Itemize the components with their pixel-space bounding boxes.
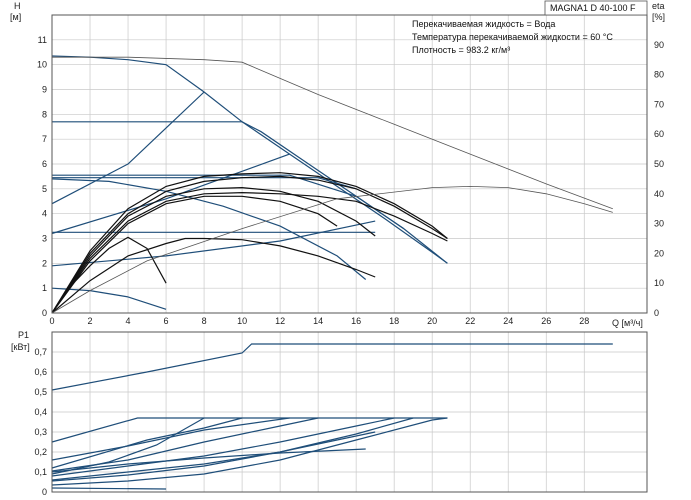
- x-tick-label: 12: [275, 316, 285, 326]
- y2-tick-label: 0: [654, 308, 659, 318]
- annotation-temperature: Температура перекачиваемой жидкости = 60…: [412, 32, 613, 42]
- bottom-chart-frame: [51, 331, 648, 493]
- head-curve-17: [52, 56, 613, 210]
- power-curve-11: [51, 431, 376, 481]
- power-tick-label: 0,7: [34, 347, 47, 357]
- y2-tick-label: 40: [654, 189, 664, 199]
- power-curve-1: [51, 417, 448, 443]
- y-tick-label: 10: [37, 60, 47, 70]
- x-tick-label: 18: [389, 316, 399, 326]
- head-curve-15: [51, 186, 376, 314]
- x-tick-label: 24: [503, 316, 513, 326]
- power-axis-unit: [кВт]: [11, 342, 30, 352]
- power-curve-10: [51, 417, 243, 469]
- x-tick-label: 14: [313, 316, 323, 326]
- y2-axis-label: eta: [652, 1, 665, 11]
- power-tick-label: 0,1: [34, 467, 47, 477]
- y2-tick-label: 10: [654, 278, 664, 288]
- head-curve-14: [51, 172, 448, 314]
- model-title-box: [544, 0, 648, 16]
- y2-tick-label: 20: [654, 248, 664, 258]
- x-tick-label: 0: [49, 316, 54, 326]
- power-curve-2: [51, 417, 290, 461]
- y2-tick-label: 80: [654, 70, 664, 80]
- y-tick-label: 1: [42, 283, 47, 293]
- annotation-density: Плотность = 983.2 кг/м³: [412, 45, 510, 55]
- top-chart-curves: [51, 55, 613, 314]
- head-curve-9: [51, 287, 167, 310]
- x-tick-label: 6: [164, 316, 169, 326]
- x-axis-label: Q [м³/ч]: [612, 318, 643, 328]
- y-tick-label: 0: [42, 308, 47, 318]
- head-curve-7: [51, 220, 376, 267]
- y2-tick-label: 60: [654, 129, 664, 139]
- y-tick-label: 7: [42, 134, 47, 144]
- power-curve-8: [51, 448, 366, 473]
- power-tick-label: 0,5: [34, 387, 47, 397]
- power-curve-9: [51, 417, 205, 475]
- annotation-liquid: Перекачиваемая жидкость = Вода: [412, 19, 555, 29]
- head-curve-16: [51, 195, 338, 314]
- x-tick-label: 10: [237, 316, 247, 326]
- top-x-tick-labels: 0 2 4 6 8 10 12 14 16 18 20 22 24 26 28: [49, 316, 589, 326]
- y2-tick-label: 30: [654, 219, 664, 229]
- bottom-chart-curves: [51, 343, 613, 490]
- y-tick-label: 9: [42, 85, 47, 95]
- power-curve-0: [51, 343, 613, 391]
- y-tick-label: 3: [42, 234, 47, 244]
- head-curve-8: [51, 178, 367, 280]
- top-y-tick-labels: 0 1 2 3 4 5 6 7 8 9 10 11: [37, 35, 47, 318]
- y-tick-label: 11: [38, 35, 47, 45]
- y-axis-label: H: [14, 1, 21, 11]
- top-chart-grid: [51, 15, 647, 314]
- top-y2-tick-labels: 0 10 20 30 40 50 60 70 80 90: [654, 40, 664, 318]
- bottom-chart-grid: [51, 332, 647, 493]
- y-axis-unit: [м]: [10, 12, 21, 22]
- head-curve-2: [52, 174, 405, 230]
- x-tick-label: 28: [579, 316, 589, 326]
- top-chart-frame: [51, 14, 648, 314]
- x-tick-label: 16: [351, 316, 361, 326]
- power-tick-label: 0,4: [34, 407, 47, 417]
- y-tick-label: 6: [42, 159, 47, 169]
- power-tick-label: 0: [42, 487, 47, 497]
- power-curve-5: [51, 417, 414, 482]
- y-tick-label: 5: [42, 184, 47, 194]
- x-tick-label: 2: [88, 316, 93, 326]
- y-tick-label: 8: [42, 109, 47, 119]
- x-tick-label: 22: [465, 316, 475, 326]
- head-curve-5: [51, 91, 205, 205]
- bottom-y-tick-labels: 0 0,1 0,2 0,3 0,4 0,5 0,6 0,7: [34, 347, 47, 497]
- power-curve-6: [51, 417, 448, 486]
- head-curve-18: [51, 185, 613, 314]
- head-curve-12: [51, 191, 448, 314]
- y-tick-label: 2: [42, 258, 47, 268]
- head-curve-13: [51, 175, 448, 314]
- x-tick-label: 26: [541, 316, 551, 326]
- power-tick-label: 0,2: [34, 447, 47, 457]
- power-curve-3: [51, 417, 319, 472]
- x-tick-label: 20: [427, 316, 437, 326]
- power-curve-7: [51, 487, 167, 490]
- model-title: MAGNA1 D 40-100 F: [550, 3, 636, 13]
- power-tick-label: 0,6: [34, 367, 47, 377]
- head-curve-6: [51, 153, 290, 235]
- power-curve-4: [51, 417, 395, 477]
- power-axis-label: P1: [18, 330, 29, 340]
- y2-tick-label: 50: [654, 159, 664, 169]
- y2-tick-label: 90: [654, 40, 664, 50]
- head-curve-10: [51, 237, 376, 314]
- x-tick-label: 8: [202, 316, 207, 326]
- y2-tick-label: 70: [654, 99, 664, 109]
- y2-axis-unit: [%]: [652, 12, 665, 22]
- head-curve-3: [52, 177, 357, 190]
- x-tick-label: 4: [126, 316, 131, 326]
- y-tick-label: 4: [42, 209, 47, 219]
- power-tick-label: 0,3: [34, 427, 47, 437]
